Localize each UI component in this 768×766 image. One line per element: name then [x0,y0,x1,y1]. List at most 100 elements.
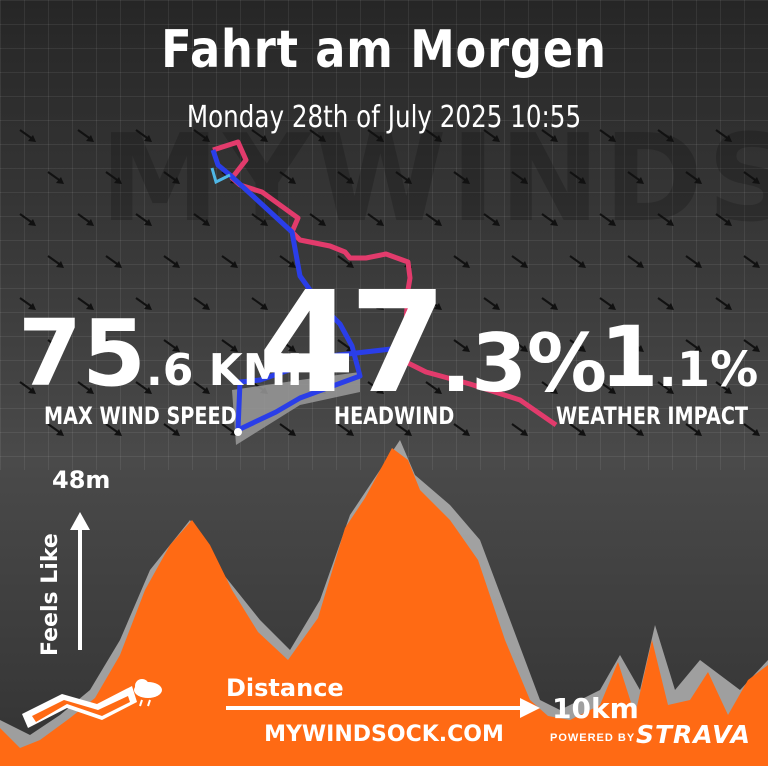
route-map-icon [22,686,137,728]
wind-arrow-icon [221,339,238,352]
wind-arrow-icon [163,423,180,436]
route-start-dot [234,428,242,436]
wind-arrow-icon [743,339,760,352]
route-line-blue [210,149,401,433]
max-wind-speed-label: MAX WIND SPEED [44,402,237,430]
background-grid [0,0,768,470]
wind-arrow-icon [367,213,384,226]
wind-arrow-icon [569,171,586,184]
wind-arrow-icon [279,423,296,436]
wind-arrow-icon [309,129,326,142]
wind-arrow-icon [367,381,384,394]
wind-arrow-icon [511,339,528,352]
wind-arrow-icon [425,381,442,394]
wind-arrow-icon [541,381,558,394]
wind-arrow-icon [569,255,586,268]
wind-arrow-icon [337,255,354,268]
y-max-label: 48m [52,466,111,494]
wind-arrow-icon [77,297,94,310]
wind-arrow-icon [657,213,674,226]
wind-arrow-icon [19,381,36,394]
max-wind-speed-value: 75.6 KMH [18,300,324,407]
strava-logo: STRAVA [636,720,751,749]
wind-arrow-icon [395,171,412,184]
wind-arrow-icon [163,255,180,268]
weather-cloud-icon [134,675,162,707]
wind-arrow-icon [251,129,268,142]
wind-arrow-icon [453,255,470,268]
wind-arrow-icon [511,255,528,268]
wind-arrow-field [19,129,760,436]
wind-arrow-icon [453,171,470,184]
wind-arrow-icon [541,297,558,310]
profile-fill-area [0,448,768,766]
headwind-value: 47.3% [258,262,608,425]
wind-arrow-icon [715,297,732,310]
wind-arrow-icon [743,255,760,268]
wind-arrow-icon [599,381,616,394]
wind-arrow-icon [453,339,470,352]
route-map [210,139,558,445]
wind-arrow-icon [657,381,674,394]
wind-arrow-icon [627,423,644,436]
wind-arrow-icon [163,171,180,184]
wind-arrow-icon [47,339,64,352]
weather-impact-value: 1.1% [600,308,759,406]
wind-arrow-icon [105,171,122,184]
wind-arrow-icon [685,423,702,436]
activity-datetime: Monday 28th of July 2025 10:55 [186,100,582,135]
wind-arrow-icon [743,423,760,436]
wind-arrow-icon [135,381,152,394]
wind-arrow-icon [599,129,616,142]
wind-arrow-icon [483,129,500,142]
wind-arrow-icon [715,129,732,142]
wind-arrow-icon [77,129,94,142]
wind-arrow-icon [135,297,152,310]
wind-arrow-icon [367,297,384,310]
wind-arrow-icon [599,213,616,226]
wind-arrow-icon [279,171,296,184]
wind-arrow-icon [279,255,296,268]
wind-arrow-icon [19,129,36,142]
wind-arrow-icon [657,129,674,142]
wind-arrow-icon [105,423,122,436]
wind-arrow-icon [135,213,152,226]
wind-arrow-icon [47,423,64,436]
wind-arrow-icon [105,339,122,352]
wind-arrow-icon [251,213,268,226]
weather-impact-label: WEATHER IMPACT [556,402,749,430]
wind-arrow-icon [193,213,210,226]
wind-arrow-icon [77,381,94,394]
wind-arrow-icon [569,339,586,352]
headwind-label: HEADWIND [334,402,455,430]
wind-arrow-icon [425,213,442,226]
y-axis-label: Feels Like [38,533,63,656]
wind-arrow-icon [627,339,644,352]
wind-arrow-icon [279,339,296,352]
wind-arrow-icon [135,129,152,142]
wind-arrow-icon [425,297,442,310]
wind-arrow-icon [541,213,558,226]
wind-arrow-icon [105,255,122,268]
wind-arrow-icon [685,255,702,268]
route-line-cyan [210,167,231,185]
watermark: MYWINDSOCK [100,110,768,249]
wind-arrow-icon [77,213,94,226]
wind-arrow-icon [425,129,442,142]
wind-arrow-icon [19,213,36,226]
wind-arrow-icon [483,297,500,310]
x-axis-label: Distance [226,674,344,702]
powered-by-label: POWERED BY [550,732,636,744]
wind-arrow-icon [627,171,644,184]
wind-arrow-icon [337,423,354,436]
wind-arrow-icon [193,129,210,142]
wind-arrow-icon [47,171,64,184]
site-url: MYWINDSOCK.COM [264,722,504,747]
wind-arrow-icon [19,297,36,310]
wind-arrow-icon [163,339,180,352]
wind-arrow-icon [627,255,644,268]
wind-arrow-icon [511,423,528,436]
